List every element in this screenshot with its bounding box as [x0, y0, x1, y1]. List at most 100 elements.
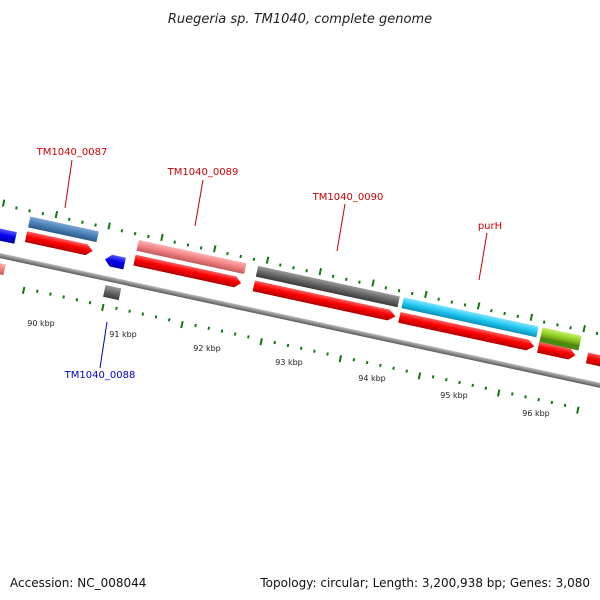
inner-tick [154, 315, 158, 319]
gene-labels: TM1040_0087 TM1040_0088 TM1040_0089 TM10… [36, 147, 502, 381]
outer-tick [490, 308, 493, 313]
gene-feature-tm1040-0089 [136, 240, 247, 275]
outer-tick [582, 325, 586, 333]
outer-tick [569, 326, 572, 330]
leader-tm1040-0088 [99, 321, 108, 369]
gene-feature-next [540, 327, 582, 347]
outer-tick [94, 223, 97, 227]
gene-feature-prev-reverse [0, 258, 6, 276]
outer-tick [28, 209, 31, 213]
inner-tick [273, 340, 277, 345]
scale-label-93kbp: 93 kbp [275, 358, 303, 367]
cds-arrow-next [537, 341, 576, 360]
outer-tick [81, 220, 84, 224]
outer-tick [437, 297, 440, 301]
scale-labels: 90 kbp 91 kbp 92 kbp 93 kbp 94 kbp 95 kb… [27, 319, 550, 418]
topology-text: Topology: circular; Length: 3,200,938 bp… [260, 576, 590, 590]
leader-purh [478, 232, 488, 281]
inner-tick [75, 298, 79, 302]
outer-tick [556, 323, 559, 327]
outer-tick [397, 289, 401, 293]
scale-label-92kbp: 92 kbp [193, 344, 221, 353]
outer-tick [1, 199, 6, 207]
cds-arrow-tm1040-0090 [252, 280, 396, 321]
cds-arrow-tm1040-0088 [105, 254, 126, 270]
outer-tick [503, 311, 506, 316]
inner-tick [299, 346, 303, 350]
inner-tick [563, 403, 567, 408]
inner-tick [180, 320, 184, 329]
cds-arrow-tm1040-0089 [133, 254, 242, 288]
outer-tick [305, 269, 308, 273]
outer-tick [371, 279, 375, 287]
scale-label-95kbp: 95 kbp [440, 391, 468, 400]
outer-tick [107, 222, 111, 230]
outer-tick [516, 314, 520, 319]
inner-tick [141, 312, 145, 316]
inner-tick [49, 292, 52, 296]
outer-tick [344, 277, 348, 281]
inner-tick [379, 363, 382, 368]
inner-tick [496, 389, 501, 397]
gene-label-tm1040-0088: TM1040_0088 [64, 370, 136, 381]
outer-tick [265, 256, 270, 264]
leader-tm1040-0089 [194, 179, 204, 227]
accession-text: Accession: NC_008044 [10, 576, 147, 590]
inner-tick-row [21, 286, 580, 414]
inner-tick [128, 309, 131, 313]
inner-tick [167, 318, 171, 322]
inner-tick [537, 397, 540, 402]
label-leaders [64, 159, 488, 369]
inner-tick [431, 375, 435, 379]
outer-tick [199, 246, 203, 250]
inner-tick [576, 406, 580, 414]
map-title: Ruegeria sp. TM1040, complete genome [168, 12, 432, 27]
scale-label-94kbp: 94 kbp [358, 374, 386, 383]
outer-tick [331, 274, 335, 279]
inner-tick [405, 369, 409, 373]
inner-tick [247, 335, 250, 339]
inner-tick [458, 380, 461, 385]
inner-tick [417, 372, 422, 380]
inner-tick [194, 323, 197, 328]
inner-tick [115, 306, 118, 311]
inner-tick [392, 366, 395, 370]
cds-arrow-tm1040-0087 [24, 231, 93, 256]
outer-tick [54, 210, 59, 219]
leader-tm1040-0090 [336, 203, 346, 252]
inner-tick [207, 326, 211, 331]
inner-tick [445, 377, 448, 382]
outer-tick [173, 240, 177, 244]
inner-tick [524, 395, 527, 399]
outer-tick [213, 245, 217, 253]
inner-tick [21, 286, 26, 294]
gene-feature-tm1040-0088 [103, 285, 122, 301]
outer-tick [542, 320, 546, 324]
gene-feature-next-band [539, 337, 580, 351]
inner-tick [550, 400, 554, 405]
outer-tick [476, 302, 481, 310]
outer-tick [529, 313, 534, 321]
outer-tick [252, 257, 256, 261]
inner-tick [338, 355, 343, 363]
outer-tick [318, 267, 323, 276]
outer-tick [595, 331, 599, 336]
cds-arrow-edge [585, 352, 600, 373]
inner-tick [326, 352, 329, 356]
inner-tick [510, 392, 514, 396]
inner-tick [62, 295, 65, 299]
gene-label-tm1040-0087: TM1040_0087 [36, 147, 108, 158]
gene-feature-tm1040-0087 [28, 216, 99, 243]
gene-feature-prev [0, 225, 17, 244]
outer-tick [410, 291, 414, 296]
scale-label-90kbp: 90 kbp [27, 319, 55, 328]
outer-tick [133, 231, 137, 236]
genome-track [0, 199, 600, 414]
outer-tick [239, 254, 243, 259]
outer-tick [384, 286, 388, 290]
inner-tick [233, 332, 237, 336]
inner-tick [313, 349, 316, 353]
inner-tick [101, 303, 105, 312]
outer-tick [226, 251, 229, 256]
